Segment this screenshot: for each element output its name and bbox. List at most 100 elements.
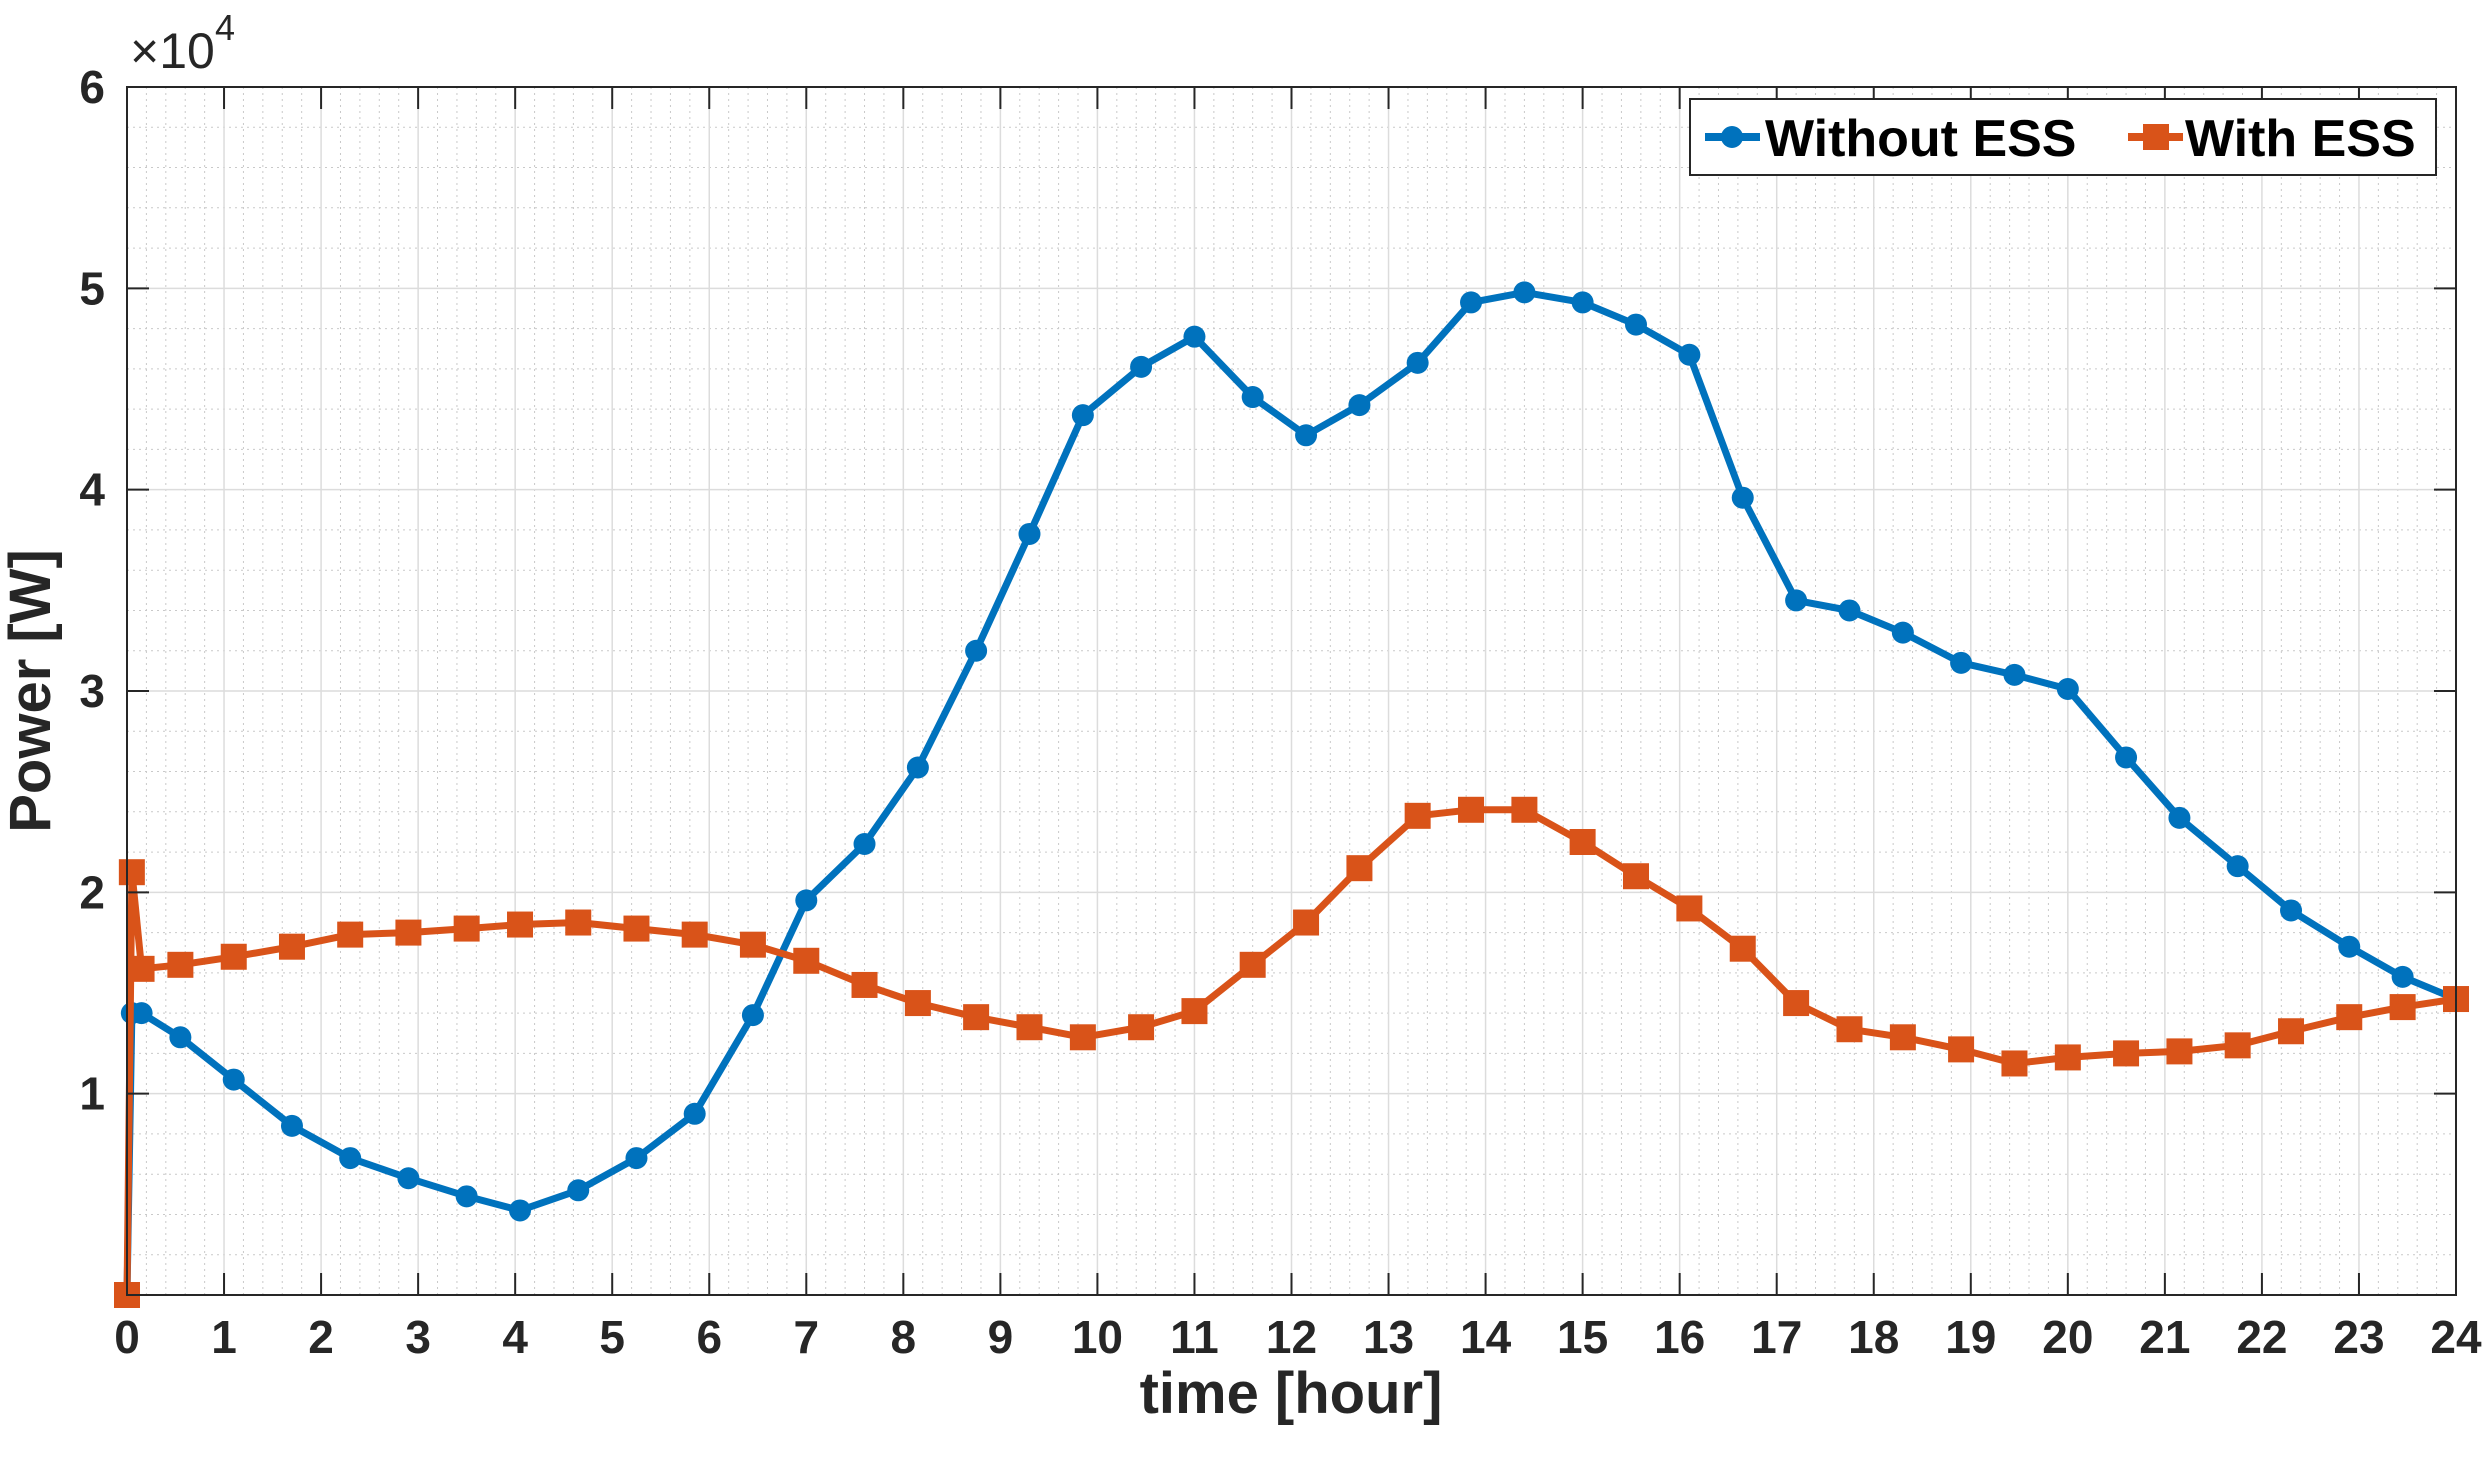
- y-tick-label: 6: [79, 61, 105, 113]
- data-point-with-ess: [507, 911, 534, 938]
- x-tick-label: 19: [1945, 1311, 1996, 1363]
- data-point-without-ess: [1018, 522, 1041, 545]
- x-tick-label: 22: [2236, 1311, 2287, 1363]
- data-point-with-ess: [1128, 1014, 1155, 1041]
- x-tick-label: 23: [2333, 1311, 2384, 1363]
- data-point-without-ess: [1571, 291, 1594, 314]
- data-point-without-ess: [1950, 651, 1973, 674]
- y-tick-label: 5: [79, 262, 105, 314]
- data-point-with-ess: [1181, 998, 1208, 1025]
- x-tick-label: 18: [1848, 1311, 1899, 1363]
- x-tick-label: 13: [1363, 1311, 1414, 1363]
- x-tick-label: 3: [405, 1311, 431, 1363]
- data-point-with-ess: [2278, 1018, 2305, 1045]
- major-grid: [127, 87, 2456, 1295]
- data-point-with-ess: [220, 943, 247, 970]
- data-point-without-ess: [741, 1004, 764, 1027]
- legend-marker-without-ess: [1721, 126, 1743, 148]
- data-point-with-ess: [1729, 935, 1756, 962]
- x-tick-label: 6: [696, 1311, 722, 1363]
- legend-label-without-ess: Without ESS: [1765, 110, 2077, 168]
- data-point-with-ess: [904, 990, 931, 1017]
- data-point-without-ess: [509, 1199, 532, 1222]
- data-point-with-ess: [1016, 1014, 1043, 1041]
- x-tick-label: 10: [1072, 1311, 1123, 1363]
- data-point-with-ess: [1889, 1024, 1916, 1051]
- x-tick-label: 14: [1460, 1311, 1512, 1363]
- data-point-with-ess: [2336, 1004, 2363, 1031]
- x-tick-label: 5: [599, 1311, 625, 1363]
- data-point-without-ess: [2226, 855, 2249, 878]
- y-tick-label: 4: [79, 464, 105, 516]
- data-point-without-ess: [455, 1185, 478, 1208]
- data-point-with-ess: [2166, 1038, 2193, 1065]
- x-tick-label: 9: [988, 1311, 1014, 1363]
- data-point-with-ess: [2001, 1050, 2028, 1077]
- data-point-with-ess: [118, 859, 145, 886]
- x-tick-label: 16: [1654, 1311, 1705, 1363]
- y-axis: 1 2 3 4 5 6: [79, 61, 2456, 1120]
- x-tick-label: 8: [891, 1311, 917, 1363]
- data-point-without-ess: [1624, 313, 1647, 336]
- data-point-with-ess: [1676, 895, 1703, 922]
- data-point-without-ess: [906, 756, 929, 779]
- data-point-with-ess: [2389, 994, 2416, 1021]
- data-point-with-ess: [1293, 909, 1320, 936]
- data-point-without-ess: [1130, 355, 1153, 378]
- y-exponent-base: ×10: [130, 23, 215, 79]
- data-point-without-ess: [567, 1179, 590, 1202]
- data-point-without-ess: [1513, 281, 1536, 304]
- data-point-with-ess: [167, 951, 194, 978]
- x-axis-title: time [hour]: [1140, 1361, 1443, 1426]
- data-point-without-ess: [2338, 935, 2361, 958]
- data-point-with-ess: [2224, 1032, 2251, 1059]
- y-tick-label: 3: [79, 665, 105, 717]
- data-point-with-ess: [1783, 990, 1810, 1017]
- series-layer: [114, 281, 2469, 1308]
- data-point-without-ess: [1731, 486, 1754, 509]
- data-point-with-ess: [963, 1004, 990, 1031]
- data-point-without-ess: [1183, 325, 1206, 348]
- x-axis: 0 1 2 3 4 5 6 7 8 9 10 11 12 13 14 15 16 17 18 19 20 21 22 23 24: [114, 87, 2482, 1363]
- data-point-without-ess: [169, 1026, 192, 1049]
- data-point-without-ess: [1891, 621, 1914, 644]
- data-point-without-ess: [1295, 424, 1318, 447]
- data-point-without-ess: [2280, 899, 2303, 922]
- data-point-without-ess: [1838, 599, 1861, 622]
- data-point-without-ess: [2391, 965, 2414, 988]
- data-point-without-ess: [965, 639, 988, 662]
- data-point-with-ess: [453, 915, 480, 942]
- y-axis-title: Power [W]: [0, 549, 63, 833]
- data-point-without-ess: [280, 1114, 303, 1137]
- legend: Without ESS With ESS: [1689, 98, 2437, 176]
- data-point-with-ess: [2113, 1040, 2140, 1067]
- legend-marker-with-ess: [2143, 124, 2169, 150]
- data-point-without-ess: [853, 833, 876, 856]
- data-point-with-ess: [337, 921, 364, 948]
- x-tick-label: 20: [2042, 1311, 2093, 1363]
- data-point-without-ess: [625, 1147, 648, 1170]
- data-point-without-ess: [2115, 746, 2138, 769]
- x-tick-label: 17: [1751, 1311, 1802, 1363]
- y-tick-label: 1: [79, 1068, 105, 1120]
- x-tick-label: 24: [2430, 1311, 2482, 1363]
- data-point-with-ess: [1622, 863, 1649, 890]
- x-tick-label: 2: [308, 1311, 334, 1363]
- data-point-without-ess: [130, 1002, 153, 1025]
- y-exponent-power: 4: [215, 7, 235, 48]
- data-point-with-ess: [1346, 855, 1373, 882]
- data-point-without-ess: [2168, 806, 2191, 829]
- x-tick-label: 7: [793, 1311, 819, 1363]
- data-point-without-ess: [795, 889, 818, 912]
- data-point-without-ess: [339, 1147, 362, 1170]
- data-point-without-ess: [397, 1167, 420, 1190]
- data-point-without-ess: [2056, 677, 2079, 700]
- data-point-with-ess: [395, 919, 422, 946]
- data-point-with-ess: [278, 933, 305, 960]
- data-point-with-ess: [1569, 829, 1596, 855]
- x-tick-label: 4: [502, 1311, 528, 1363]
- data-point-with-ess: [1239, 951, 1266, 978]
- data-point-without-ess: [222, 1068, 245, 1091]
- data-point-without-ess: [1678, 343, 1701, 366]
- data-point-with-ess: [1404, 802, 1431, 829]
